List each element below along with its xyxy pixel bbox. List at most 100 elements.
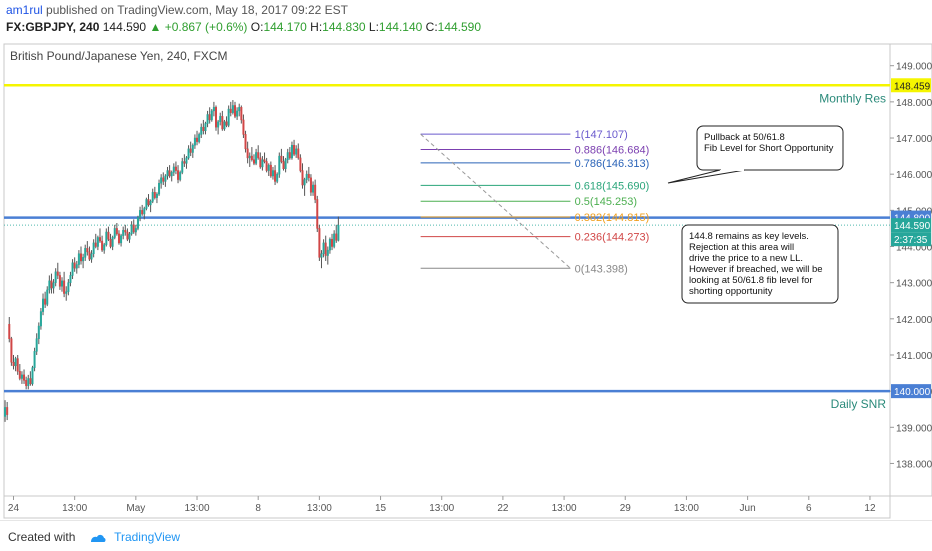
candle-body bbox=[12, 361, 15, 367]
x-tick-label: 15 bbox=[375, 503, 387, 514]
candle-body bbox=[120, 235, 123, 244]
candle-body bbox=[179, 172, 182, 180]
candle-body bbox=[145, 199, 148, 209]
candle-body bbox=[27, 378, 30, 386]
candle-body bbox=[117, 233, 120, 244]
candle-body bbox=[227, 108, 230, 126]
candle-body bbox=[187, 148, 190, 159]
candle-body bbox=[86, 248, 89, 253]
publisher-link[interactable]: am1rul bbox=[6, 3, 43, 17]
tradingview-logo-icon bbox=[90, 534, 106, 542]
candle-body bbox=[255, 152, 258, 164]
candle-body bbox=[198, 134, 201, 142]
candle-body bbox=[160, 177, 163, 184]
low-value: 144.140 bbox=[378, 20, 423, 34]
symbol-label[interactable]: FX:GBPJPY, 240 bbox=[6, 20, 100, 34]
candle-body bbox=[20, 374, 23, 379]
candle-body bbox=[210, 110, 213, 121]
candle-body bbox=[231, 105, 234, 113]
candle-body bbox=[63, 280, 66, 294]
candle-body bbox=[149, 201, 152, 206]
candle-body bbox=[105, 231, 108, 245]
open-value: 144.170 bbox=[263, 20, 307, 34]
fib-level-label: 0.886(146.684) bbox=[575, 144, 650, 156]
callout-text-line: 144.8 remains as key levels. bbox=[689, 231, 809, 242]
candle-body bbox=[322, 242, 325, 254]
candle-body bbox=[223, 121, 226, 130]
x-tick-label: 12 bbox=[864, 503, 876, 514]
candle-body bbox=[52, 282, 55, 289]
candle-body bbox=[331, 239, 334, 247]
level-price-label: 140.000 bbox=[894, 387, 931, 398]
candle-body bbox=[284, 159, 287, 170]
candle-body bbox=[217, 121, 220, 128]
candle-body bbox=[113, 228, 116, 238]
price-chart[interactable]: 149.000148.000147.000146.000145.000144.0… bbox=[0, 40, 932, 520]
y-tick-label: 146.000 bbox=[896, 170, 932, 181]
candle-body bbox=[229, 108, 232, 113]
y-tick-label: 143.000 bbox=[896, 279, 932, 290]
fib-level-label: 1(147.107) bbox=[575, 129, 628, 141]
candle-body bbox=[271, 170, 274, 177]
fib-level-label: 0.786(146.313) bbox=[575, 158, 650, 170]
candle-body bbox=[151, 192, 154, 202]
fib-level-label: 0.5(145.253) bbox=[575, 196, 637, 208]
candle-body bbox=[71, 262, 74, 276]
candle-body bbox=[204, 123, 207, 132]
candle-body bbox=[221, 116, 224, 130]
candle-body bbox=[244, 134, 247, 150]
y-tick-label: 149.000 bbox=[896, 62, 932, 73]
high-label: H: bbox=[310, 20, 323, 34]
candle-body bbox=[84, 248, 87, 258]
candle-body bbox=[42, 298, 45, 312]
candle-body bbox=[166, 170, 169, 177]
callout-text-line: shorting opportunity bbox=[689, 286, 773, 297]
tradingview-brand-link[interactable]: TradingView bbox=[114, 530, 181, 544]
candle-body bbox=[326, 249, 329, 256]
close-label: C: bbox=[425, 20, 438, 34]
candle-body bbox=[29, 378, 32, 385]
x-tick-label: May bbox=[126, 503, 145, 514]
candle-body bbox=[309, 177, 312, 193]
candle-body bbox=[312, 184, 315, 193]
candle-body bbox=[48, 280, 51, 291]
candle-body bbox=[8, 323, 11, 339]
candle-body bbox=[206, 114, 209, 124]
level-price-tag bbox=[891, 384, 931, 399]
candle-body bbox=[136, 217, 139, 229]
level-price-label: 148.459 bbox=[894, 81, 931, 92]
candle-body bbox=[134, 228, 137, 233]
candle-body bbox=[124, 229, 127, 233]
candles-group bbox=[4, 100, 340, 422]
time-axis bbox=[3, 495, 891, 519]
countdown-label: 2:37:35 bbox=[894, 235, 928, 246]
candle-body bbox=[246, 148, 249, 159]
candle-body bbox=[212, 107, 215, 112]
candle-body bbox=[37, 325, 40, 339]
low-label: L: bbox=[368, 20, 379, 34]
candle-body bbox=[44, 298, 47, 305]
candle-body bbox=[92, 242, 95, 254]
candle-body bbox=[101, 240, 104, 251]
candle-body bbox=[39, 311, 42, 327]
x-tick-label: 24 bbox=[8, 503, 20, 514]
callout-text-line: Rejection at this area will bbox=[689, 242, 794, 253]
candle-body bbox=[79, 253, 82, 262]
candle-body bbox=[128, 233, 131, 240]
candle-body bbox=[337, 224, 340, 241]
candle-body bbox=[286, 152, 289, 160]
annotation-callout: 144.8 remains as key levels.Rejection at… bbox=[681, 224, 839, 304]
candle-body bbox=[33, 351, 36, 368]
candle-body bbox=[75, 264, 78, 269]
created-with-text: Created with bbox=[8, 530, 76, 544]
candle-body bbox=[174, 166, 177, 171]
x-tick-label: Jun bbox=[740, 503, 756, 514]
current-price-tag bbox=[891, 218, 931, 233]
candle-body bbox=[69, 275, 72, 283]
candle-body bbox=[202, 126, 205, 132]
published-text: published on TradingView.com, May 18, 20… bbox=[46, 3, 348, 17]
level-price-tag bbox=[891, 78, 931, 93]
candle-body bbox=[233, 105, 236, 117]
level-name: Daily SNR bbox=[831, 397, 887, 411]
